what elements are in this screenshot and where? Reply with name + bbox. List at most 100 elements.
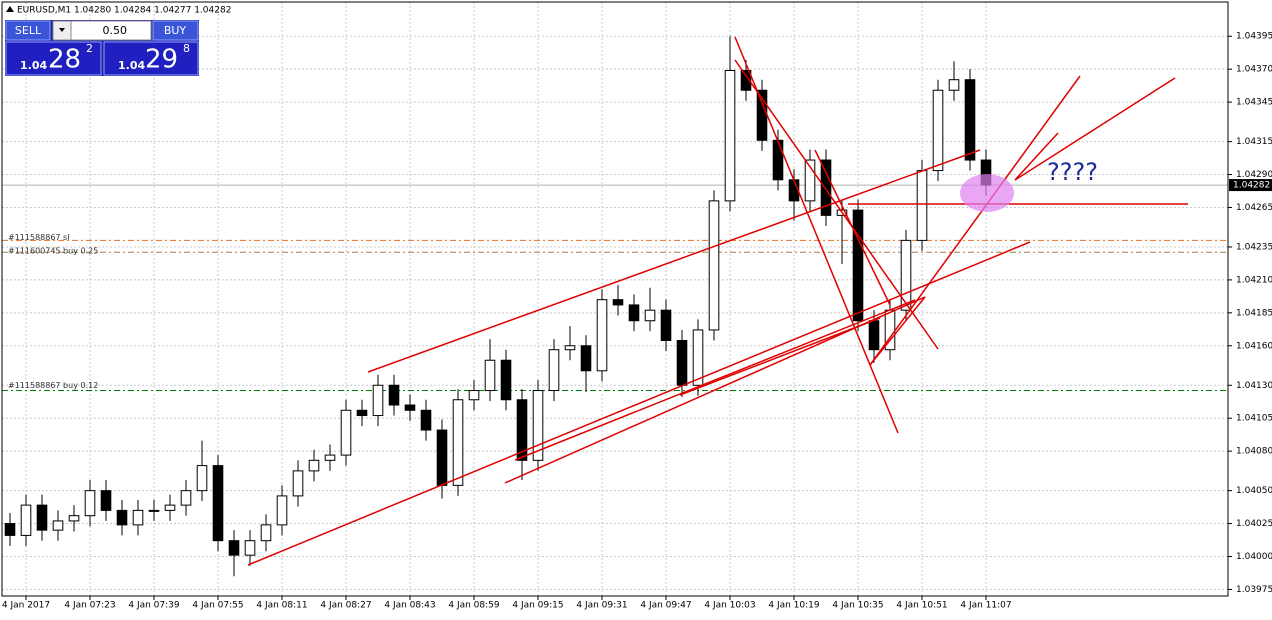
trendline [1014, 77, 1176, 181]
y-tick-label: 1.04050 [1236, 486, 1272, 496]
candle-body [20, 504, 32, 536]
candle-body [4, 523, 16, 536]
candle-body [324, 454, 336, 461]
y-tick-label: 1.04265 [1236, 203, 1272, 213]
trendline [514, 299, 916, 461]
x-tick-label: 4 Jan 09:15 [512, 601, 563, 611]
candle-body [196, 465, 208, 492]
highlight [960, 174, 1014, 212]
candle-body [276, 495, 288, 526]
candle-body [612, 299, 624, 306]
candle-body [52, 520, 64, 531]
trendline [734, 59, 939, 350]
candle-body [804, 159, 816, 202]
chart-title: EURUSD,M1 1.04280 1.04284 1.04277 1.0428… [17, 6, 231, 16]
ask-main: 29 [145, 45, 178, 75]
x-tick-label: 4 Jan 08:43 [384, 601, 435, 611]
y-tick-label: 1.04080 [1236, 447, 1272, 457]
x-tick-label: 4 Jan 2017 [2, 601, 50, 611]
candle-body [900, 239, 912, 311]
sell-price[interactable] [5, 41, 102, 76]
candle-body [84, 490, 96, 517]
candle-body [500, 359, 512, 401]
candle-body [180, 490, 192, 506]
candle-body [516, 399, 528, 461]
candle-body [468, 390, 480, 401]
buy-price[interactable] [103, 41, 199, 76]
candles [4, 36, 992, 577]
buy-button[interactable] [152, 20, 199, 41]
y-tick-label: 1.04290 [1236, 170, 1272, 180]
y-tick-label: 1.03975 [1236, 585, 1272, 595]
candle-body [660, 309, 672, 341]
y-tick-label: 1.04105 [1236, 414, 1272, 424]
x-tick-label: 4 Jan 10:35 [832, 601, 883, 611]
x-tick-label: 4 Jan 11:07 [960, 601, 1011, 611]
trendline [814, 149, 891, 306]
candle-body [692, 329, 704, 386]
candle-body [372, 384, 384, 417]
candle-body [228, 540, 240, 556]
candle-body [116, 509, 128, 526]
buy-label[interactable]: BUY [164, 24, 187, 37]
trendline [734, 36, 899, 434]
sell-label[interactable]: SELL [15, 24, 42, 37]
candle-body [484, 359, 496, 392]
x-tick-label: 4 Jan 10:19 [768, 601, 820, 611]
x-tick-label: 4 Jan 07:39 [128, 601, 180, 611]
trendline [869, 296, 926, 366]
candle-body [548, 349, 560, 392]
candle-body [68, 515, 80, 522]
y-tick-label: 1.04185 [1236, 308, 1272, 318]
candle-body [292, 470, 304, 497]
candle-body [340, 409, 352, 456]
candle-body [148, 509, 160, 512]
y-tick-label: 1.04315 [1236, 137, 1272, 147]
trendline [247, 241, 1031, 566]
candle-body [644, 309, 656, 322]
candle-body [580, 345, 592, 372]
candle-body [260, 524, 272, 542]
x-tick-label: 4 Jan 07:23 [64, 601, 115, 611]
y-tick-label: 1.04000 [1236, 552, 1272, 562]
candle-body [596, 299, 608, 372]
lot-value[interactable]: 0.50 [103, 24, 128, 37]
candle-body [132, 509, 144, 526]
x-tick-label: 4 Jan 09:31 [576, 601, 627, 611]
candle-body [308, 459, 320, 472]
x-tick-label: 4 Jan 08:59 [448, 601, 500, 611]
symbol-icon [6, 6, 14, 12]
candle-body [948, 79, 960, 91]
x-tick-label: 4 Jan 09:47 [640, 601, 691, 611]
candle-body [852, 209, 864, 322]
candle-body [772, 139, 784, 181]
candle-body [740, 69, 752, 91]
axes: 1.039751.040001.040251.040501.040801.041… [2, 32, 1272, 611]
candle-body [708, 200, 720, 331]
x-tick-label: 4 Jan 08:27 [320, 601, 371, 611]
plot-frame [1, 1, 1229, 597]
ask-small: 8 [183, 42, 190, 55]
candle-body [724, 69, 736, 202]
candle-body [436, 429, 448, 486]
candle-body [916, 170, 928, 241]
candle-body [388, 384, 400, 406]
sell-button[interactable] [5, 20, 51, 41]
ask-big: 1.04 [118, 59, 145, 72]
order-label: #111588867 buy 0.12 [8, 381, 98, 390]
y-tick-label: 1.04210 [1236, 275, 1272, 285]
dropdown-arrow [59, 28, 65, 32]
candle-body [420, 409, 432, 431]
bid-small: 2 [86, 42, 93, 55]
candle-body [964, 79, 976, 161]
y-tick-label: 1.04160 [1236, 341, 1272, 351]
candle-body [36, 504, 48, 531]
x-tick-label: 4 Jan 07:55 [192, 601, 243, 611]
candle-body [676, 339, 688, 386]
candle-body [532, 390, 544, 461]
y-tick-label: 1.04395 [1236, 32, 1272, 42]
trendlines [247, 36, 1188, 566]
candle-body [100, 490, 112, 511]
candle-body [212, 465, 224, 542]
candle-body [932, 89, 944, 172]
